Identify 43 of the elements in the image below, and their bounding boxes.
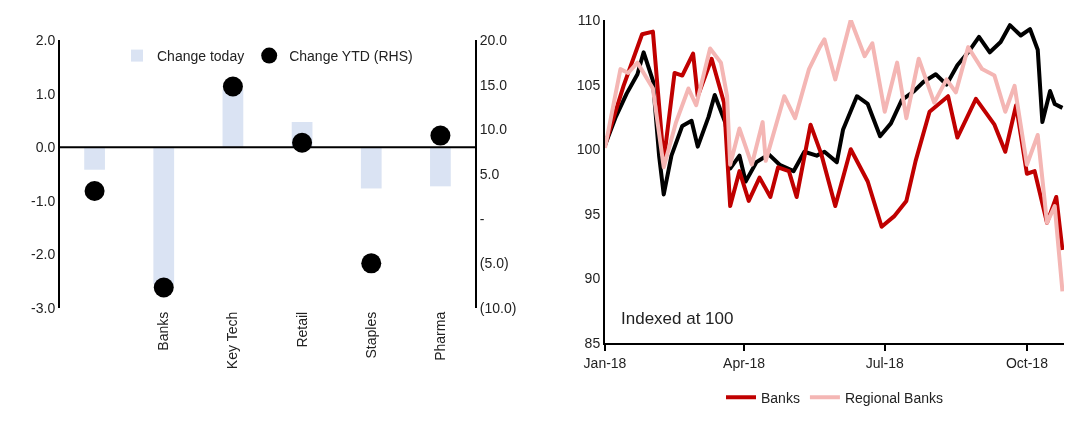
annotation: Indexed at 100 bbox=[621, 309, 734, 328]
x-tick-label: Staples bbox=[362, 311, 379, 359]
y-tick-label: 100 bbox=[576, 141, 601, 158]
bar bbox=[430, 147, 451, 187]
x-tick-label: Oct-18 bbox=[1005, 354, 1049, 371]
legend-label: Banks bbox=[761, 389, 800, 406]
y2-tick-label: - bbox=[479, 210, 485, 227]
point bbox=[222, 76, 243, 97]
y2-tick-label: 5.0 bbox=[479, 165, 500, 182]
y-tick-label: 105 bbox=[576, 76, 601, 93]
bar bbox=[360, 147, 382, 189]
x-tick-label: Retail bbox=[293, 311, 310, 348]
y2-tick-label: (10.0) bbox=[479, 299, 517, 316]
bar bbox=[153, 147, 175, 284]
y-tick-label: 1.0 bbox=[35, 85, 56, 102]
y-tick-label: 0.0 bbox=[35, 139, 56, 156]
bar bbox=[84, 147, 105, 170]
x-tick-label: Key Tech bbox=[224, 311, 241, 370]
y2-tick-label: (5.0) bbox=[479, 255, 509, 272]
x-tick-label: Banks bbox=[155, 311, 172, 351]
line-series bbox=[605, 20, 1064, 294]
legend-label: Change YTD (RHS) bbox=[289, 48, 413, 65]
y-tick-label: 90 bbox=[584, 270, 601, 287]
point bbox=[361, 253, 382, 274]
y-tick-label: -3.0 bbox=[31, 299, 56, 316]
y-tick-label: 95 bbox=[584, 205, 601, 222]
y-tick-label: 2.0 bbox=[35, 31, 56, 48]
legend-label: Change today bbox=[157, 48, 245, 65]
x-tick-label: Jan-18 bbox=[583, 354, 627, 371]
x-tick-label: Pharma bbox=[431, 311, 448, 361]
point bbox=[84, 180, 105, 201]
y2-tick-label: 20.0 bbox=[479, 31, 508, 48]
y-tick-label: 110 bbox=[577, 11, 601, 28]
x-tick-label: Apr-18 bbox=[723, 354, 766, 371]
x-tick-label: Jul-18 bbox=[865, 354, 904, 371]
legend-label: Regional Banks bbox=[844, 389, 943, 406]
point bbox=[153, 277, 174, 298]
y-tick-label: -2.0 bbox=[31, 246, 56, 263]
point bbox=[430, 125, 451, 146]
y2-tick-label: 15.0 bbox=[479, 76, 508, 93]
y-tick-label: 85 bbox=[584, 334, 601, 351]
y-tick-label: -1.0 bbox=[31, 192, 56, 209]
y2-tick-label: 10.0 bbox=[479, 121, 508, 138]
